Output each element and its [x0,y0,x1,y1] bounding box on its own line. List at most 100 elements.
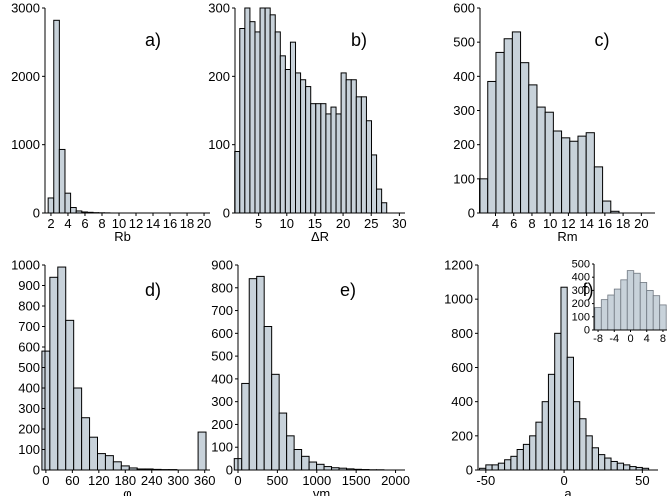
histogram-bar [279,55,286,214]
y-tick-label: 200 [18,422,40,437]
x-tick-label: 10 [112,216,126,231]
x-tick-label: 2000 [381,473,410,488]
y-tick-label: 800 [451,326,473,341]
histogram-bar [552,130,563,214]
y-tick-label: 2000 [11,69,40,84]
histogram-bar [274,31,281,214]
y-tick-label: 900 [18,278,40,293]
histogram-bar [602,200,612,214]
histogram-bar [65,319,75,471]
x-tick-label: 8 [528,216,535,231]
histogram-bar [73,387,83,471]
histogram-bar [310,103,317,214]
histogram-bar [249,21,256,214]
panel-e: 0 100 200 300 400 500 600 700 800 900 0 500 1000 1500… [211,258,410,496]
histogram-bar [256,275,265,471]
histogram-bar [520,62,530,214]
x-tick-label: 4 [64,216,71,231]
inset-histogram-bar [646,289,654,331]
histogram-bar [604,457,612,471]
x-tick-label: 60 [65,473,79,488]
histogram-bar [577,135,587,214]
histogram-bar [264,7,271,214]
inset-y-tick-label: 100 [572,311,590,323]
inset-x-tick-label: 0 [627,333,633,345]
panel-b: 0 100 200 300 5 10 15 20 25 30 ΔR b) [208,1,406,245]
histogram-bar [47,197,55,214]
histogram-bar [112,461,122,471]
y-tick-label: 600 [451,360,473,375]
y-tick-label: 500 [453,35,475,50]
x-tick-label: 14 [579,216,593,231]
y-tick-label: 0 [226,463,233,478]
inset-y-tick-label: 200 [572,298,590,310]
y-tick-label: 400 [18,381,40,396]
x-axis-label: ΔR [311,229,329,244]
inset-x-tick-label: -8 [593,333,603,345]
x-tick-label: 360 [194,473,216,488]
x-tick-label: 16 [598,216,612,231]
histogram-bar [263,326,273,471]
panel-label: b) [351,30,367,50]
histogram-bar [516,449,524,471]
y-tick-label: 900 [211,258,233,273]
histogram-bar [81,417,91,471]
histogram-bar [491,464,499,471]
x-tick-label: 120 [88,473,110,488]
y-tick-label: 800 [211,280,233,295]
y-tick-label: 800 [18,299,40,314]
y-tick-label: 400 [451,394,473,409]
y-tick-label: 100 [208,137,230,152]
y-tick-label: 0 [33,206,40,221]
histogram-bar [560,286,568,471]
histogram-bar [495,51,505,214]
x-tick-label: 14 [146,216,160,231]
x-tick-label: 50 [635,473,649,488]
panel-label: e) [340,280,356,300]
histogram-bar [529,435,537,471]
y-tick-label: 0 [468,206,475,221]
x-tick-label: 10 [543,216,557,231]
histogram-bar [360,96,367,214]
y-tick-label: 600 [18,340,40,355]
inset-y-tick-label: 300 [572,285,590,297]
inset-histogram-bar [620,279,628,331]
x-tick-label: 18 [616,216,630,231]
histogram-bar [569,140,579,214]
y-tick-label: 0 [33,463,40,478]
x-axis-label: Rm [557,229,577,244]
y-tick-label: 200 [451,428,473,443]
y-tick-label: 700 [211,303,233,318]
x-tick-label: 12 [129,216,143,231]
histogram-bar [485,464,493,471]
panel-label: a) [145,30,161,50]
y-tick-label: 700 [18,319,40,334]
histogram-bar [572,401,581,471]
x-tick-label: 18 [180,216,194,231]
histogram-bar [320,103,327,214]
histogram-bar [58,148,66,214]
panel-label: c) [595,30,610,50]
histogram-bar [522,443,531,471]
histogram-bar [53,19,60,214]
histogram-bar [350,79,357,214]
histogram-bar [535,421,543,471]
x-tick-label: 10 [280,216,294,231]
inset-x-tick-label: 4 [644,333,650,345]
histogram-bar [376,188,383,214]
histogram-bar [269,14,276,214]
histogram-bar [305,86,312,214]
histogram-bar [278,412,288,471]
y-tick-label: 200 [211,417,233,432]
histogram-bar [561,137,571,214]
y-tick-label: 300 [18,401,40,416]
histogram-bar [239,28,246,214]
x-tick-label: 300 [167,473,189,488]
histogram-bar [254,31,261,214]
x-axis-label: φ [123,486,131,496]
histogram-bar [554,332,562,471]
histogram-bar [340,72,347,214]
histogram-bar [284,69,291,214]
x-tick-label: 0 [560,473,567,488]
